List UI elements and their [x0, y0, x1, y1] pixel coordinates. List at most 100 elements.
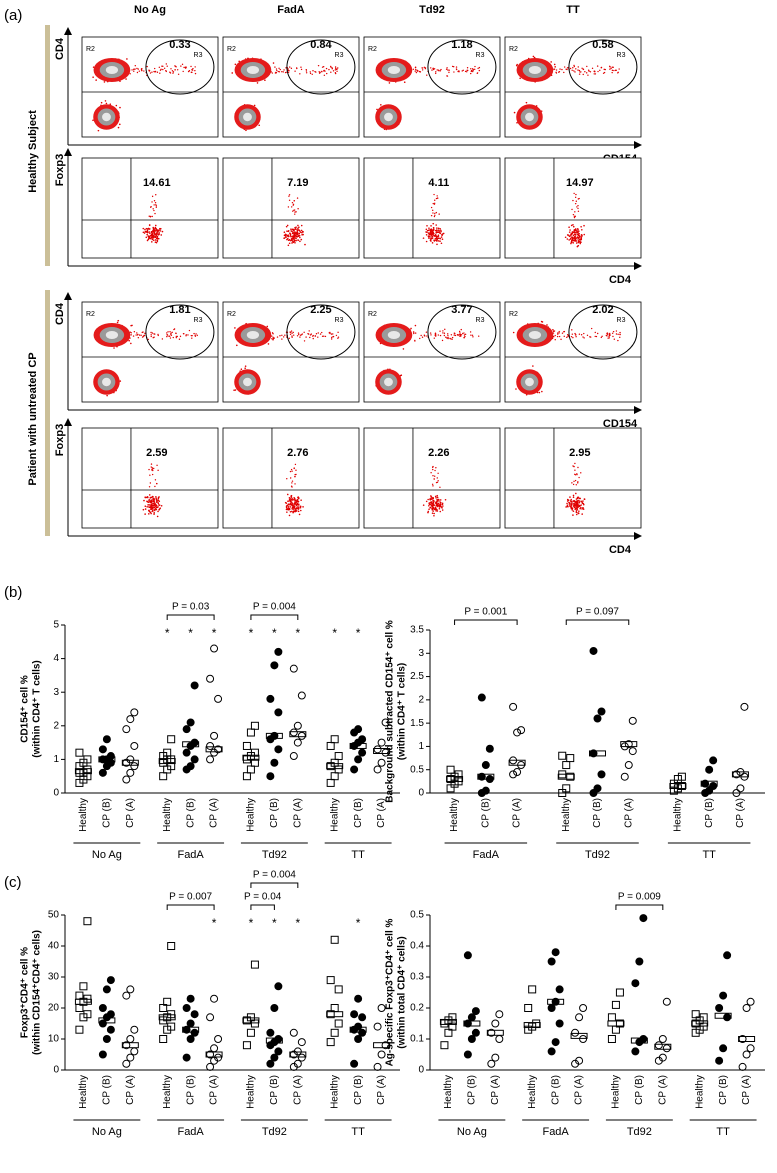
event-dot: [289, 506, 292, 508]
event-dot: [137, 68, 139, 70]
point: [471, 1007, 480, 1016]
event-dot: [437, 69, 440, 71]
event-dot: [466, 71, 468, 73]
event-dot: [258, 124, 261, 127]
point: [562, 761, 571, 770]
event-dot: [129, 337, 131, 339]
event-dot: [577, 239, 580, 242]
event-dot: [579, 235, 581, 238]
point: [509, 770, 518, 779]
point: [106, 976, 115, 985]
event-dot: [566, 500, 569, 502]
event-dot: [113, 347, 115, 349]
event-dot: [289, 502, 292, 505]
event-dot: [117, 126, 120, 129]
event-dot: [296, 67, 298, 70]
event-dot: [433, 478, 435, 480]
comparison-label: P = 0.004: [253, 870, 296, 881]
gate-label: R3: [617, 52, 626, 59]
y-axis-label: Foxp3: [54, 424, 66, 456]
point: [738, 1062, 747, 1071]
event-dot: [587, 74, 589, 76]
event-dot: [580, 237, 583, 240]
event-dot: [585, 72, 588, 74]
point: [206, 1013, 215, 1022]
event-dot: [414, 70, 416, 72]
arrow: [634, 262, 642, 270]
event-dot: [434, 199, 436, 201]
event-dot: [271, 332, 274, 334]
point: [98, 1004, 107, 1012]
event-dot: [285, 506, 288, 509]
point: [186, 1035, 195, 1043]
gate-value: 1.81: [169, 304, 190, 316]
event-dot: [564, 236, 567, 239]
event-dot: [106, 394, 108, 397]
point: [732, 770, 741, 779]
point: [463, 951, 472, 960]
event-dot: [610, 67, 612, 70]
event-dot: [159, 72, 161, 74]
plot-frame: [222, 157, 360, 259]
plot-frame: [363, 427, 501, 529]
event-dot: [324, 335, 327, 338]
event-dot: [330, 71, 332, 73]
event-dot: [128, 339, 130, 342]
event-dot: [586, 65, 588, 68]
event-dot: [272, 62, 275, 64]
gate: [286, 304, 356, 360]
point: [210, 644, 219, 653]
y-axis-label: CD4: [54, 302, 66, 325]
event-dot: [433, 500, 435, 502]
event-dot: [593, 73, 595, 75]
point: [701, 779, 710, 788]
point: [495, 1035, 504, 1043]
point: [246, 765, 255, 774]
point: [126, 1053, 135, 1062]
event-dot: [580, 472, 582, 474]
event-dot: [321, 331, 323, 334]
event-dot: [437, 229, 440, 231]
category-label: Healthy: [694, 1075, 705, 1109]
category-label: CP (B): [353, 1075, 364, 1105]
event-dot: [432, 510, 434, 512]
point: [293, 1059, 302, 1068]
event-dot: [430, 67, 432, 69]
event-dot: [591, 67, 594, 70]
event-dot: [151, 468, 154, 470]
event-dot: [158, 504, 161, 506]
event-dot: [157, 499, 160, 502]
event-dot: [577, 238, 579, 240]
event-dot: [295, 473, 297, 476]
event-dot: [286, 230, 288, 232]
event-dot: [278, 67, 280, 69]
event-dot: [146, 230, 149, 233]
event-dot: [388, 82, 391, 84]
event-dot: [146, 233, 148, 236]
point: [658, 1035, 667, 1043]
event-dot: [575, 334, 577, 336]
event-dot: [336, 68, 338, 70]
event-dot: [425, 233, 428, 236]
point: [732, 789, 741, 797]
event-dot: [440, 236, 443, 238]
point: [719, 991, 728, 1000]
gate: [145, 304, 215, 360]
comparison-bracket: [615, 904, 664, 910]
point: [326, 976, 335, 985]
event-dot: [380, 104, 382, 106]
gate-value: 0.58: [592, 39, 613, 51]
point: [354, 1035, 363, 1043]
event-dot: [434, 72, 437, 75]
comparison-bracket: [166, 614, 215, 620]
point: [293, 721, 302, 730]
category-label: CP (A): [292, 798, 303, 828]
event-dot: [151, 238, 154, 240]
event-dot: [149, 72, 152, 74]
significance-flag: *: [295, 916, 300, 930]
comparison-bracket: [250, 614, 299, 620]
event-dot: [403, 81, 406, 84]
event-dot: [571, 482, 573, 484]
point: [631, 1047, 640, 1056]
point: [270, 661, 279, 670]
